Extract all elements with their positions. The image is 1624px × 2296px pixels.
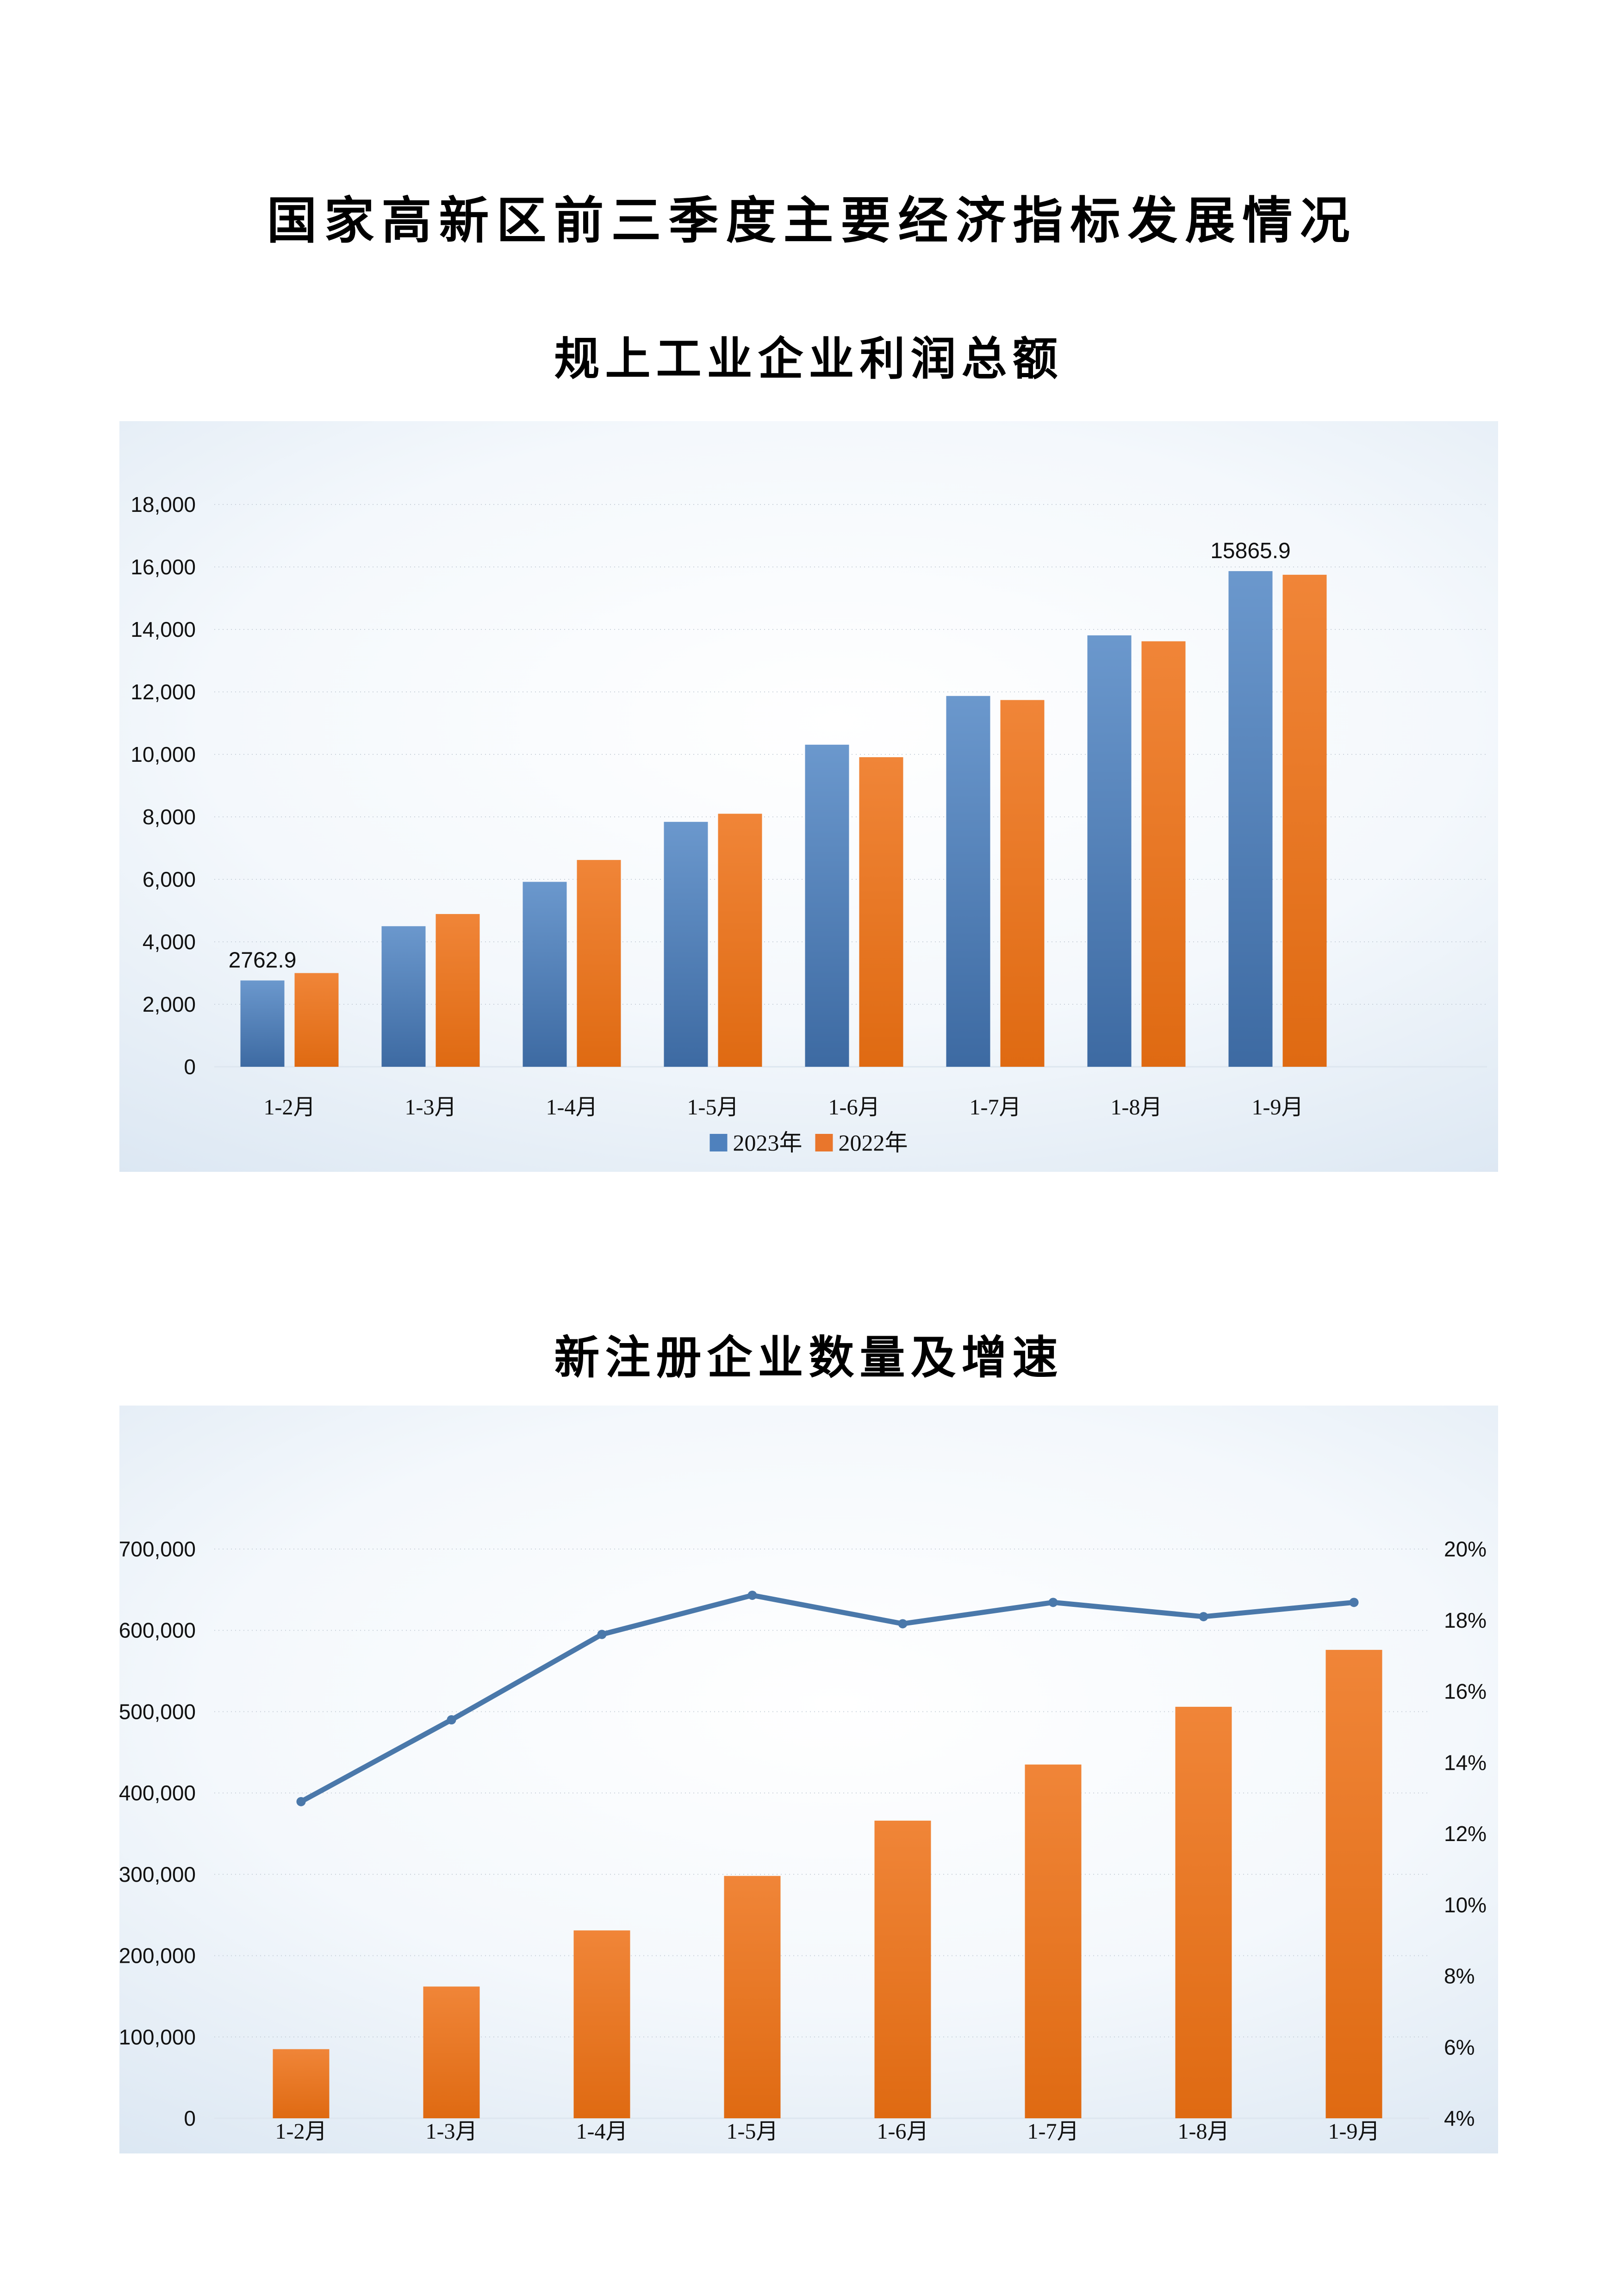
x-tick-label: 1-5月 [687,1095,739,1120]
right-tick-label: 6% [1444,2035,1475,2059]
bar-registrations [573,1930,630,2118]
x-tick-label: 1-2月 [275,2119,327,2144]
data-label: 15865.9 [1210,539,1291,563]
x-tick-label: 1-4月 [546,1095,598,1120]
line-marker [747,1590,757,1600]
legend-label-2022: 2022年 [839,1130,908,1156]
bar-registrations [423,1986,480,2118]
left-tick-label: 100,000 [119,2025,196,2049]
y-tick-label: 18,000 [131,492,196,516]
x-tick-label: 1-3月 [426,2119,478,2144]
x-tick-label: 1-9月 [1252,1095,1304,1120]
data-label: 2762.9 [229,948,297,973]
y-tick-label: 14,000 [131,617,196,641]
growth-rate-line [299,1593,1356,1804]
bar-registrations [273,2049,330,2118]
x-tick-label: 1-6月 [828,1095,880,1120]
right-tick-label: 16% [1444,1680,1487,1704]
line-marker [1349,1598,1359,1607]
line-marker [1199,1612,1208,1622]
bar-registrations [874,1820,931,2118]
x-tick-label: 1-8月 [1178,2119,1230,2144]
profit-chart-title: 规上工业企业利润总额 [554,335,1064,385]
line-marker [898,1619,908,1629]
line-marker [447,1715,456,1724]
right-tick-label: 8% [1444,1964,1475,1988]
x-tick-label: 1-6月 [877,2119,929,2144]
bar-2023 [1087,635,1132,1067]
right-tick-label: 20% [1444,1537,1487,1561]
x-tick-label: 1-3月 [405,1095,457,1120]
bar-2022 [718,814,762,1067]
bar-2022 [436,914,480,1067]
y-tick-label: 0 [184,1055,196,1079]
profit-chart-panel: 0 2,000 4,000 6,000 8,000 10,000 12,000 14,000 1… [119,421,1498,1172]
line-marker [597,1630,607,1639]
legend-swatch-2022 [815,1134,833,1151]
bar-2023 [1228,571,1273,1067]
page-title: 国家高新区前三季度主要经济指标发展情况 [267,193,1357,249]
x-tick-label: 1-7月 [970,1095,1021,1120]
left-tick-label: 400,000 [119,1781,196,1805]
registration-chart: 0 100,000 200,000 300,000 400,000 500,000 600,… [119,1537,1487,2144]
bar-2022 [294,973,339,1067]
bar-2022 [859,757,903,1067]
bar-registrations [1175,1706,1232,2118]
y-tick-label: 4,000 [143,930,196,954]
x-tick-label: 1-2月 [264,1095,316,1120]
left-tick-label: 700,000 [119,1537,196,1561]
x-tick-label: 1-7月 [1027,2119,1079,2144]
y-tick-label: 2,000 [143,992,196,1016]
bar-2023 [664,821,708,1067]
right-tick-label: 10% [1444,1893,1487,1917]
bar-2022 [577,860,621,1067]
registration-chart-title: 新注册企业数量及增速 [554,1333,1064,1383]
bar-2022 [1282,574,1327,1067]
y-tick-label: 12,000 [131,680,196,704]
left-tick-label: 500,000 [119,1699,196,1724]
left-tick-label: 300,000 [119,1862,196,1886]
line-marker [296,1797,306,1806]
right-tick-label: 18% [1444,1608,1487,1632]
bar-2022 [1141,641,1186,1067]
legend-label-2023: 2023年 [733,1130,803,1156]
y-tick-label: 16,000 [131,555,196,579]
x-tick-label: 1-5月 [727,2119,778,2144]
bar-2023 [805,745,849,1067]
y-tick-label: 8,000 [143,805,196,829]
left-tick-label: 0 [184,2106,196,2130]
bar-2023 [240,980,285,1067]
bar-registrations [1025,1764,1082,2118]
bar-registrations [1325,1649,1382,2118]
bar-2023 [381,926,426,1067]
right-tick-label: 14% [1444,1750,1487,1774]
y-tick-label: 6,000 [143,867,196,891]
bar-registrations [724,1876,781,2118]
line-marker [1048,1598,1058,1607]
bar-2022 [1000,700,1045,1067]
left-tick-label: 600,000 [119,1618,196,1643]
legend-swatch-2023 [709,1134,728,1151]
right-tick-label: 12% [1444,1822,1487,1846]
x-tick-label: 1-9月 [1328,2119,1380,2144]
right-tick-label: 4% [1444,2106,1475,2130]
left-tick-label: 200,000 [119,1944,196,1968]
registration-chart-panel: 0 100,000 200,000 300,000 400,000 500,000 600,… [119,1406,1498,2153]
bar-2023 [946,696,990,1067]
y-tick-label: 10,000 [131,742,196,766]
profit-chart: 0 2,000 4,000 6,000 8,000 10,000 12,000 14,000 1… [131,492,1487,1156]
bar-2023 [523,882,567,1067]
x-tick-label: 1-8月 [1111,1095,1163,1120]
x-tick-label: 1-4月 [576,2119,628,2144]
